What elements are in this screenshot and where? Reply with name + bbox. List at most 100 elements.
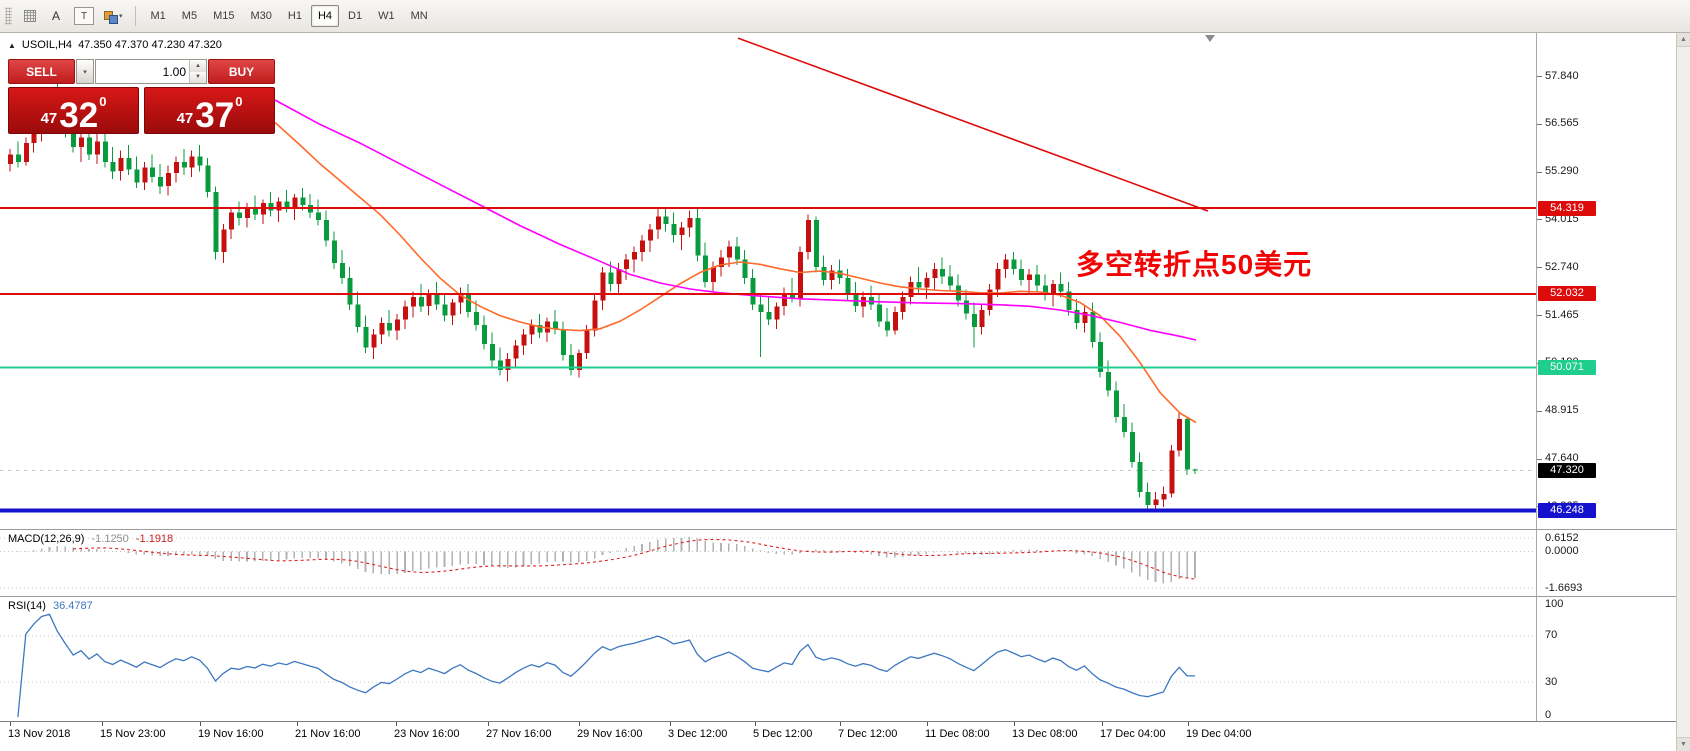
time-axis-tick [670,722,671,726]
time-axis-label: 29 Nov 16:00 [577,728,643,740]
volume-decrease-button[interactable]: ▼ [190,71,206,83]
time-axis-label: 17 Dec 04:00 [1100,728,1166,740]
macd-title: MACD(12,26,9) [8,533,85,545]
window-scrollbar[interactable]: ▲ ▼ [1676,33,1690,751]
time-axis-tick [927,722,928,726]
text-tool-button[interactable]: A [44,4,68,28]
time-axis-label: 13 Dec 08:00 [1012,728,1078,740]
chevron-down-icon: ▾ [119,13,123,20]
rsi-indicator-canvas[interactable] [0,597,1536,721]
sell-button[interactable]: SELL [8,59,75,84]
time-axis-tick [1102,722,1103,726]
buy-price-main: 37 [195,96,235,136]
timeframe-button-H1[interactable]: H1 [281,5,309,27]
time-axis-tick [755,722,756,726]
one-click-trade-panel: SELL ▾ 1.00 ▲ ▼ BUY 47 32 0 47 37 0 [8,59,275,134]
time-axis-tick [396,722,397,726]
price-axis-label: 56.565 [1545,117,1579,130]
shapes-tool-button[interactable]: ▾ [100,4,127,28]
sell-price-display[interactable]: 47 32 0 [8,87,139,134]
chart-shift-marker-icon[interactable] [1205,35,1215,42]
time-axis-tick [579,722,580,726]
price-axis-tick [1537,315,1542,317]
chart-text-annotation[interactable]: 多空转折点50美元 [1076,249,1313,280]
timeframe-button-W1[interactable]: W1 [371,5,402,27]
rsi-line [17,613,1196,718]
time-axis-tick [840,722,841,726]
template-tool-button[interactable]: T [70,4,98,28]
rsi-axis-label: 100 [1545,598,1564,610]
price-axis-tick [1537,123,1542,125]
price-axis-tick [1537,171,1542,173]
macd-axis-label: 0.0000 [1545,545,1579,557]
buy-price-pip: 0 [235,94,243,109]
time-axis-tick [10,722,11,726]
panel-separator[interactable] [0,529,1676,530]
macd-indicator-label: MACD(12,26,9) -1.1250 -1.1918 [8,533,173,545]
toolbar: A T ▾ M1 M5 M15 M30 H1 H4 D1 W1 MN [0,0,1690,33]
scroll-up-icon[interactable]: ▲ [1677,33,1690,47]
price-chart-canvas[interactable] [0,33,1536,529]
macd-axis-label: -1.6693 [1545,581,1583,594]
timeframe-button-M5[interactable]: M5 [175,5,204,27]
price-level-badge: 46.248 [1538,503,1596,519]
timeframe-button-M15[interactable]: M15 [206,5,241,27]
one-click-panel-toggle-icon[interactable]: ▲ [8,40,16,50]
time-axis-label: 27 Nov 16:00 [486,728,552,740]
time-axis-label: 19 Nov 16:00 [198,728,264,740]
panel-separator[interactable] [0,596,1676,597]
time-axis-label: 23 Nov 16:00 [394,728,460,740]
timeframe-button-H4[interactable]: H4 [310,5,340,27]
price-axis[interactable]: 57.84056.56555.29054.01552.74051.46550.1… [1536,33,1676,721]
grid-tool-button[interactable] [18,4,42,28]
rsi-axis-label: 70 [1545,629,1558,642]
price-axis-tick [1537,410,1542,412]
chart-symbol-period: USOIL,H4 [21,39,73,51]
buy-price-display[interactable]: 47 37 0 [144,87,275,134]
toolbar-drag-handle[interactable] [5,7,12,25]
ma-fast-line [274,121,1197,424]
price-axis-tick [1537,219,1542,221]
time-axis-label: 13 Nov 2018 [8,728,71,740]
rsi-indicator-label: RSI(14) 36.4787 [8,600,93,612]
volume-box: 1.00 ▲ ▼ [95,59,207,84]
price-axis-label: 55.290 [1545,165,1579,178]
timeframe-button-M1[interactable]: M1 [144,5,173,27]
price-level-badge: 54.319 [1538,200,1596,216]
time-axis-line [0,721,1676,722]
ma-slow-line [274,99,1197,341]
timeframe-button-D1[interactable]: D1 [341,5,369,27]
rsi-axis-label: 30 [1545,675,1558,688]
timeframe-button-M30[interactable]: M30 [243,5,278,27]
time-axis-tick [1188,722,1189,726]
volume-increase-button[interactable]: ▲ [190,60,206,72]
time-axis-label: 3 Dec 12:00 [668,728,728,740]
time-axis-label: 15 Nov 23:00 [100,728,166,740]
time-axis-tick [488,722,489,726]
time-axis[interactable]: 13 Nov 2018 15 Nov 23:00 19 Nov 16:00 21 No… [0,722,1676,751]
macd-indicator-canvas[interactable] [0,530,1536,596]
time-axis-label: 19 Dec 04:00 [1186,728,1252,740]
buy-button[interactable]: BUY [208,59,275,84]
candles [8,77,1198,511]
buy-price-int: 47 [176,110,194,127]
grid-icon [24,10,36,22]
time-axis-tick [1014,722,1015,726]
volume-input[interactable]: 1.00 [162,64,186,79]
sell-price-pip: 0 [99,94,107,109]
time-axis-label: 21 Nov 16:00 [295,728,361,740]
rsi-axis-label: 0 [1545,709,1552,721]
scroll-down-icon[interactable]: ▼ [1677,737,1690,751]
price-axis-label: 51.465 [1545,308,1579,321]
volume-dropdown-button[interactable]: ▾ [76,59,94,84]
template-icon: T [74,7,94,25]
price-axis-label: 54.015 [1545,212,1579,225]
time-axis-label: 5 Dec 12:00 [753,728,813,740]
price-axis-tick [1537,458,1542,460]
time-axis-tick [297,722,298,726]
time-axis-label: 7 Dec 12:00 [838,728,898,740]
chart-header: ▲ USOIL,H4 47.350 47.370 47.230 47.320 [8,39,222,51]
rsi-value: 36.4787 [52,600,93,612]
price-axis-label: 48.915 [1545,404,1579,417]
timeframe-button-MN[interactable]: MN [404,5,435,27]
